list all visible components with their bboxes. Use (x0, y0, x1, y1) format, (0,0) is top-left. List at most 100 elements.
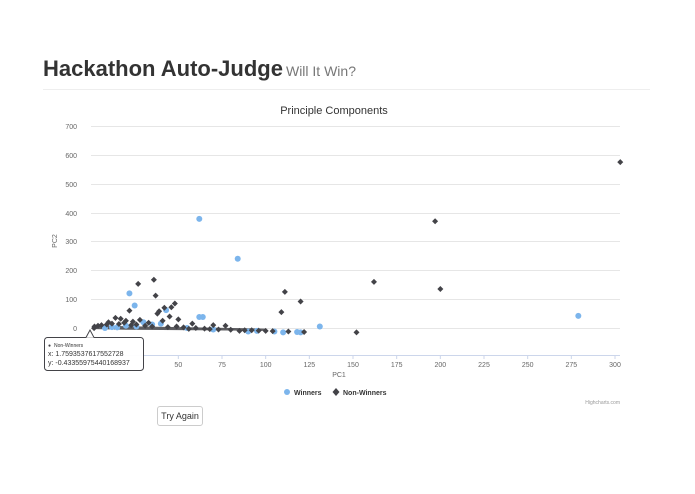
non-winner-point[interactable] (241, 327, 248, 334)
y-axis: 0 100 200 300 400 500 600 700 (65, 124, 77, 333)
x-tick-label: 175 (391, 362, 403, 369)
y-tick-label: 200 (65, 268, 77, 275)
non-winner-point[interactable] (353, 329, 360, 336)
non-winner-point[interactable] (159, 317, 166, 324)
non-winner-point[interactable] (164, 324, 171, 331)
winner-point[interactable] (126, 290, 133, 297)
winner-point[interactable] (234, 255, 241, 262)
non-winner-point[interactable] (201, 325, 208, 332)
non-winner-point[interactable] (281, 288, 288, 295)
non-winner-point[interactable] (175, 316, 182, 323)
non-winner-point[interactable] (301, 329, 308, 336)
y-axis-title: PC2 (52, 234, 59, 248)
legend-winners-label: Winners (294, 390, 322, 397)
header-divider (43, 89, 650, 90)
tooltip-pointer (85, 328, 95, 338)
non-winner-point[interactable] (91, 325, 98, 332)
x-tick-label: 125 (303, 362, 315, 369)
tooltip-x-value: x: 1.7593537617552728 (48, 351, 124, 358)
x-tick-label: 300 (609, 362, 621, 369)
non-winner-point[interactable] (128, 322, 135, 329)
credits-link[interactable]: Highcharts.com (585, 400, 620, 406)
non-winner-point[interactable] (297, 298, 304, 305)
non-winner-point[interactable] (112, 314, 119, 321)
non-winner-point[interactable] (154, 310, 161, 317)
non-winner-point[interactable] (168, 304, 175, 311)
non-winner-point[interactable] (135, 280, 142, 287)
non-winner-point[interactable] (248, 327, 255, 334)
non-winner-point[interactable] (152, 292, 159, 299)
non-winner-point[interactable] (121, 319, 128, 326)
tooltip: ● Non-Winners x: 1.7593537617552728 y: -… (44, 328, 144, 371)
legend-non-winners-label: Non-Winners (343, 390, 387, 397)
non-winner-point[interactable] (185, 325, 192, 332)
non-winner-point[interactable] (278, 309, 285, 316)
non-winner-point[interactable] (222, 322, 229, 329)
non-winner-point[interactable] (227, 326, 234, 333)
winner-point[interactable] (108, 324, 115, 331)
non-winner-point[interactable] (269, 328, 276, 335)
y-tick-label: 500 (65, 182, 77, 189)
non-winner-point[interactable] (136, 316, 143, 323)
non-winner-point[interactable] (171, 300, 178, 307)
y-tick-label: 300 (65, 239, 77, 246)
non-winner-point[interactable] (262, 327, 269, 334)
winner-point[interactable] (131, 302, 138, 309)
non-winner-point[interactable] (126, 307, 133, 314)
page-title: Hackathon Auto-Judge (43, 56, 283, 81)
x-tick-label: 100 (260, 362, 272, 369)
non-winner-point[interactable] (370, 278, 377, 285)
non-winner-point[interactable] (166, 313, 173, 320)
page-header: Hackathon Auto-Judge Will It Win? (43, 56, 356, 82)
non-winner-point[interactable] (145, 319, 152, 326)
tooltip-y-value: y: -0.43355975440168937 (48, 360, 130, 367)
series-non-winners (91, 159, 624, 336)
x-tick-label: 200 (434, 362, 446, 369)
non-winner-point[interactable] (173, 323, 180, 330)
winner-point[interactable] (199, 314, 206, 321)
non-winner-point[interactable] (236, 327, 243, 334)
non-winner-point[interactable] (180, 324, 187, 331)
y-tick-label: 100 (65, 297, 77, 304)
non-winner-point[interactable] (98, 322, 105, 329)
chart-legend: Winners Non-Winners (284, 388, 387, 397)
legend-item-non-winners[interactable]: Non-Winners (332, 388, 387, 397)
non-winner-point[interactable] (133, 321, 140, 328)
data-points (91, 159, 624, 336)
non-winner-point[interactable] (189, 320, 196, 327)
winner-point[interactable] (210, 326, 217, 333)
non-winner-point[interactable] (108, 320, 115, 327)
winner-point[interactable] (294, 329, 301, 336)
try-again-button[interactable]: Try Again (157, 406, 203, 426)
winner-point[interactable] (196, 215, 203, 222)
non-winner-point[interactable] (115, 320, 122, 327)
non-winner-point[interactable] (432, 218, 439, 225)
x-tick-label: 225 (478, 362, 490, 369)
y-tick-label: 0 (73, 326, 77, 333)
x-tick-label: 50 (174, 362, 182, 369)
x-tick-label: 150 (347, 362, 359, 369)
chart-title: Principle Components (280, 105, 388, 117)
winner-point[interactable] (575, 312, 582, 319)
non-winner-point[interactable] (206, 326, 213, 333)
non-winner-point[interactable] (192, 325, 199, 331)
non-winner-point[interactable] (215, 326, 222, 333)
winner-point[interactable] (316, 323, 323, 330)
winner-point[interactable] (280, 329, 287, 336)
non-winner-point[interactable] (161, 304, 168, 311)
non-winner-point[interactable] (150, 276, 157, 283)
non-winner-point[interactable] (149, 323, 156, 330)
non-winner-point[interactable] (285, 328, 292, 335)
legend-non-winners-marker (332, 388, 340, 396)
legend-item-winners[interactable]: Winners (284, 389, 322, 397)
tooltip-series-dot: ● (48, 343, 51, 349)
non-winner-point[interactable] (255, 327, 262, 334)
grid-lines (91, 126, 620, 329)
non-winner-point[interactable] (210, 322, 217, 329)
non-winner-point[interactable] (617, 159, 624, 166)
non-winner-point[interactable] (103, 321, 110, 328)
non-winner-point[interactable] (437, 286, 444, 293)
non-winner-point[interactable] (117, 315, 124, 322)
non-winner-point[interactable] (142, 322, 149, 329)
